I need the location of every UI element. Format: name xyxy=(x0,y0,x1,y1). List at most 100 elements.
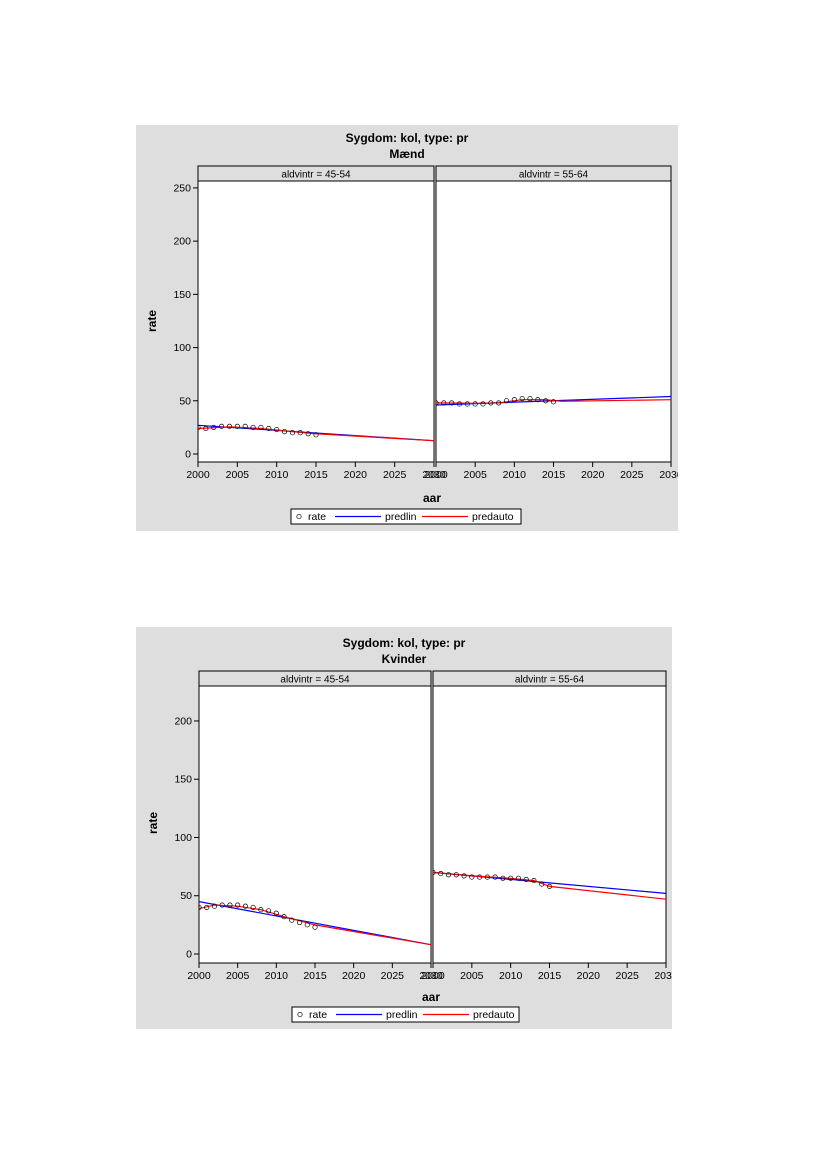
chart-men-panel-2-rate-point xyxy=(472,401,478,407)
chart-men-panel-1-series xyxy=(198,423,434,442)
chart-men-panel-1-rate-point xyxy=(266,425,272,432)
chart-men-panel-1-x-tick-label: 2000 xyxy=(186,469,210,481)
chart-women-y-tick-label: 150 xyxy=(174,774,192,786)
chart-men-panel-1-rate-point xyxy=(226,423,233,429)
chart-women-svg: Sygdom: kol, type: pr Kvinder aldvintr = 4… xyxy=(146,636,672,1023)
chart-women-panel-2-rate-point xyxy=(546,883,553,889)
chart-men-panel-2-rate-point xyxy=(464,401,470,407)
chart-men-legend-predauto-label: predauto xyxy=(472,511,514,523)
chart-women-panel-2-rate-point xyxy=(469,874,475,880)
chart-men-svg: Sygdom: kol, type: pr Mænd aldvintr = 45-5… xyxy=(145,131,678,525)
chart-women-panel-2-rate-point xyxy=(433,869,436,875)
chart-women-panel-1-rate-point xyxy=(199,904,202,910)
chart-women-panel-2-plot-area xyxy=(432,685,667,964)
chart-women-panel-1-x-tick-label: 2010 xyxy=(265,970,289,982)
chart-women-y-tick-label: 50 xyxy=(180,890,192,902)
chart-men-panel-1-x-tick-label: 2020 xyxy=(344,469,368,481)
chart-men-panel-2-rate-point xyxy=(449,400,455,406)
chart-men-subtitle: Mænd xyxy=(389,147,424,161)
chart-men-panel-2-x-tick-label: 2015 xyxy=(542,469,566,481)
chart-men-y-tick-label: 100 xyxy=(173,342,191,354)
chart-women-panel-2-x-tick-label: 2020 xyxy=(577,970,601,982)
chart-women-panel-1-rate-point xyxy=(296,919,303,926)
chart-women-panel-2-x-tick-label: 2010 xyxy=(499,970,523,982)
chart-men-panel-1-rate-point xyxy=(281,429,288,435)
chart-women-panel-1-rate-point xyxy=(304,922,310,928)
chart-women-legend-predauto-label: predauto xyxy=(473,1009,515,1021)
chart-men-legend-predlin-label: predlin xyxy=(385,511,417,523)
chart-men-panel-2-rate-point xyxy=(550,399,557,405)
chart-men-panel-2-rate-point xyxy=(503,398,510,404)
chart-women-panel-1-rate-point xyxy=(219,902,225,908)
chart-women-panel-1-rate-point xyxy=(258,907,264,913)
chart-women-panel-1-plot-area xyxy=(198,685,432,964)
chart-men-panel-1-strip-label: aldvintr = 45-54 xyxy=(281,170,351,181)
chart-men-panel-2-rate-point xyxy=(441,400,447,406)
chart-men-panel-1-rate-point xyxy=(274,426,280,433)
chart-men-panel-2-x-tick-label: 2000 xyxy=(424,469,448,481)
chart-women-panel-2-rate-point xyxy=(508,875,514,881)
chart-men-panel-1-rate-point xyxy=(250,424,256,430)
chart-men-panel-1-rate-point xyxy=(203,425,209,432)
chart-women-panel-1-rate-point xyxy=(227,902,233,908)
chart-men-panel-1-rate-point xyxy=(289,430,295,436)
chart-men-panel-2-rate-point xyxy=(496,400,502,406)
chart-men-panel-2-rate-point xyxy=(535,397,541,403)
chart-women-panel-1-rate-point xyxy=(266,908,272,914)
chart-men-title: Sygdom: kol, type: pr xyxy=(346,131,469,145)
chart-men-panel-1-rate-point xyxy=(242,423,248,429)
chart-men-panel-2-rate-point xyxy=(480,401,486,407)
chart-men: Sygdom: kol, type: pr Mænd aldvintr = 45-5… xyxy=(136,125,678,531)
chart-women-panel-2-rate-point xyxy=(484,874,490,880)
chart-men-panel-2-x-tick-label: 2030 xyxy=(659,469,678,481)
chart-women-panel-2-rate-point xyxy=(477,874,483,880)
chart-men-panel-1-plot-area xyxy=(197,180,435,463)
chart-women-panel-1-x-tick-label: 2005 xyxy=(226,970,250,982)
chart-women-panel-1-rate-point xyxy=(204,904,210,910)
chart-women-panel-2-series xyxy=(433,869,666,900)
chart-women-x-axis-title: aar xyxy=(422,990,440,1004)
chart-women-panel-1-series xyxy=(199,901,431,946)
chart-women: Sygdom: kol, type: pr Kvinder aldvintr = 4… xyxy=(136,627,672,1029)
chart-women-panel-1-rate-point xyxy=(273,910,279,916)
chart-men-legend xyxy=(290,508,522,525)
chart-men-panel-2-rate-point xyxy=(511,397,517,403)
chart-men-panel-1-x-tick-label: 2005 xyxy=(226,469,250,481)
chart-men-panel-1-rate-point xyxy=(219,423,225,429)
chart-men-y-tick-label: 150 xyxy=(173,289,191,301)
chart-men-panel-2-predauto-line xyxy=(436,399,671,405)
chart-women-y-tick-label: 200 xyxy=(174,715,192,727)
chart-men-panel-2-rate-point xyxy=(527,396,533,402)
chart-men-y-tick-label: 50 xyxy=(179,395,191,407)
chart-women-panel-1-rate-point xyxy=(242,903,248,909)
chart-women-title: Sygdom: kol, type: pr xyxy=(343,636,466,650)
chart-men-panel-2-rate-point xyxy=(519,396,525,402)
chart-women-panel-1-x-tick-label: 2000 xyxy=(187,970,211,982)
chart-women-panel-1-rate-point xyxy=(250,904,256,910)
chart-women-legend-rate-label: rate xyxy=(309,1009,327,1021)
chart-women-subtitle: Kvinder xyxy=(382,652,427,666)
chart-women-panel-2-rate-point xyxy=(492,874,498,880)
chart-men-x-axis-title: aar xyxy=(423,491,441,505)
chart-women-panel-1-strip-label: aldvintr = 45-54 xyxy=(280,675,350,686)
chart-men-panel-2-plot-area xyxy=(435,180,672,463)
chart-men-panel-1-rate-point xyxy=(234,423,240,429)
chart-men-panel-2-x-tick-label: 2025 xyxy=(620,469,644,481)
chart-women-panel-1-x-tick-label: 2020 xyxy=(342,970,366,982)
chart-women-legend-rate-symbol xyxy=(297,1011,303,1018)
chart-men-panel-1-x-tick-label: 2015 xyxy=(304,469,328,481)
chart-women-panel-2-rate-point xyxy=(515,875,521,881)
chart-women-panel-2-strip-label: aldvintr = 55-64 xyxy=(515,675,585,686)
chart-women-panel-2-rate-point xyxy=(453,872,459,878)
chart-women-legend-predlin-label: predlin xyxy=(386,1009,418,1021)
chart-women-panel-2-x-tick-label: 2025 xyxy=(615,970,639,982)
chart-men-panel-1-predauto-line xyxy=(198,426,434,442)
chart-women-panel-2-x-tick-label: 2005 xyxy=(460,970,484,982)
chart-men-panel-2-series xyxy=(436,395,671,407)
chart-men-panel-1-rate-point xyxy=(297,430,303,436)
chart-men-legend-rate-label: rate xyxy=(308,511,326,523)
chart-women-y-tick-label: 0 xyxy=(186,949,192,961)
chart-women-panel-2-rate-point xyxy=(523,876,529,882)
chart-men-panel-2-x-tick-label: 2005 xyxy=(463,469,487,481)
chart-women-y-axis-title: rate xyxy=(146,812,160,834)
